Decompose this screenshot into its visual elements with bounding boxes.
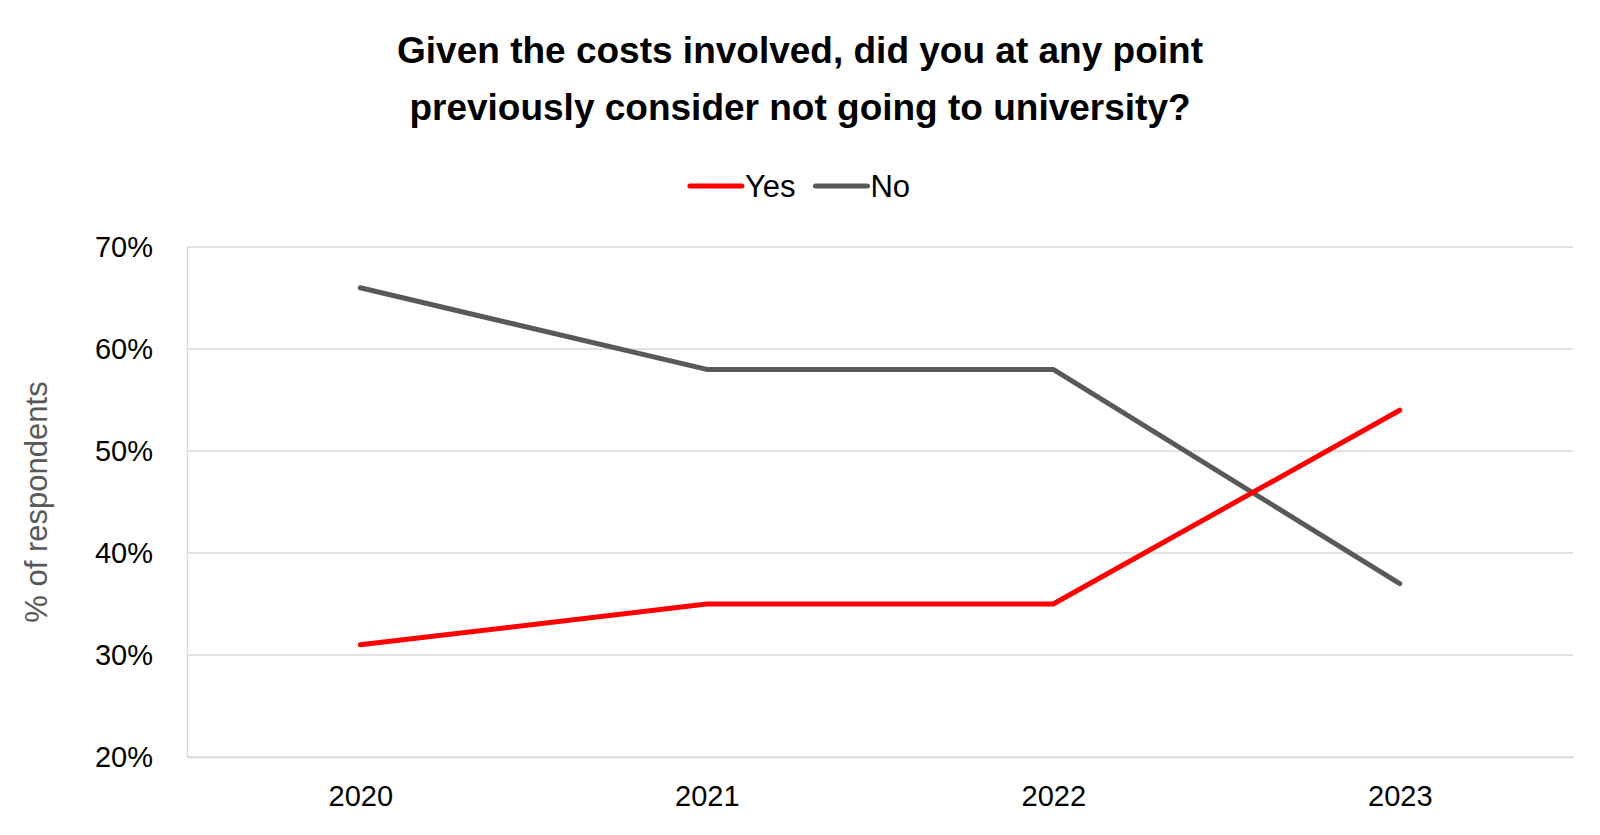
legend-swatch [815, 184, 867, 189]
x-tick-label: 2020 [328, 780, 393, 812]
chart: Given the costs involved, did you at any… [0, 0, 1600, 835]
series-line [360, 288, 1400, 584]
x-tick: 2022 [1021, 757, 1086, 812]
title: Given the costs involved, did you at any… [397, 30, 1203, 71]
legend-swatch [690, 184, 742, 189]
grid-line [187, 552, 1573, 553]
y-tick-label: 30% [95, 639, 153, 671]
y-tick: 70% [95, 231, 187, 263]
y-tick-label: 40% [95, 537, 153, 569]
x-axis-line [188, 757, 1574, 758]
x-tick: 2020 [328, 757, 393, 812]
y-axis-title: % of respondents [19, 381, 54, 622]
y-tick-label: 50% [95, 435, 153, 467]
series-line [360, 410, 1400, 645]
title-group: Given the costs involved, did you at any… [397, 30, 1203, 128]
x-tick-label: 2022 [1021, 780, 1086, 812]
y-tick-label: 60% [95, 333, 153, 365]
title: previously consider not going to univers… [409, 87, 1190, 128]
grid [187, 247, 1573, 757]
y-tick: 50% [95, 435, 187, 467]
grid-line [187, 654, 1573, 655]
x-tick-label: 2021 [675, 780, 740, 812]
y-axis: 20% 30% 40% 50% 60% 70% [95, 231, 188, 773]
y-axis-line [187, 248, 188, 758]
grid-line [187, 450, 1573, 451]
x-tick: 2021 [675, 757, 740, 812]
x-tick: 2023 [1368, 757, 1433, 812]
legend-label: No [870, 169, 910, 204]
grid-line [187, 756, 1573, 757]
lines [360, 288, 1400, 645]
legend-item: No [815, 169, 910, 204]
y-tick: 30% [95, 639, 187, 671]
y-tick: 40% [95, 537, 187, 569]
x-tick-label: 2023 [1368, 780, 1433, 812]
legend-label: Yes [745, 169, 796, 204]
legend: Yes No [690, 169, 910, 204]
y-tick: 20% [95, 741, 187, 773]
y-tick-label: 20% [95, 741, 153, 773]
x-axis: 2020 2021 2022 2023 [188, 757, 1574, 812]
legend-item: Yes [690, 169, 796, 204]
grid-line [187, 246, 1573, 247]
y-tick-label: 70% [95, 231, 153, 263]
grid-line [187, 348, 1573, 349]
y-tick: 60% [95, 333, 187, 365]
